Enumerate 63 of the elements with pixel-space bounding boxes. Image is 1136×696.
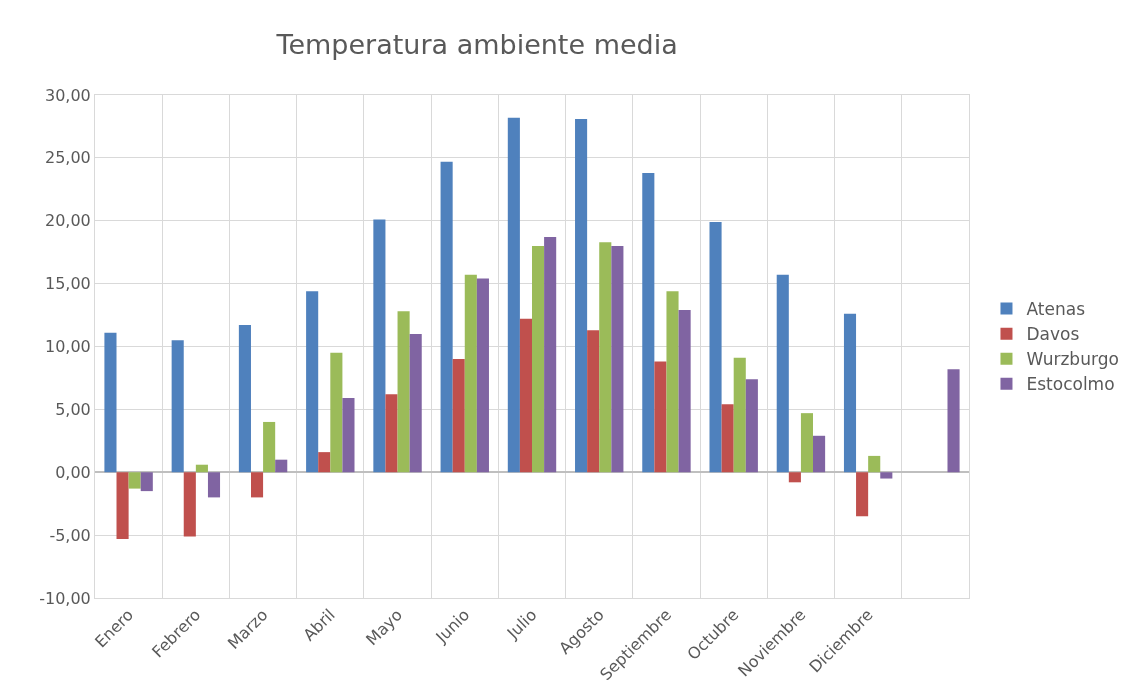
- bar: [452, 359, 465, 473]
- y-tick-label: -10,00: [39, 588, 91, 608]
- bar: [587, 330, 600, 473]
- y-tick-label: 25,00: [44, 148, 91, 168]
- bar: [330, 352, 343, 473]
- bar: [238, 325, 251, 473]
- legend-label: Atenas: [1026, 299, 1086, 320]
- y-tick-label: 15,00: [44, 274, 91, 294]
- legend-label: Davos: [1026, 324, 1080, 345]
- y-tick-label: 20,00: [44, 211, 91, 231]
- bar: [409, 333, 422, 473]
- bar: [104, 332, 117, 473]
- y-tick-label: 5,00: [55, 399, 91, 419]
- bar: [642, 172, 655, 473]
- bar: [843, 313, 857, 473]
- bar: [476, 278, 489, 473]
- bar: [856, 472, 869, 517]
- bar: [532, 245, 545, 473]
- bar: [813, 435, 826, 473]
- bar: [250, 472, 264, 498]
- bar: [868, 455, 881, 473]
- bar: [397, 311, 410, 473]
- bar: [318, 452, 331, 473]
- bar: [171, 340, 184, 473]
- y-tick-label: 10,00: [44, 337, 91, 357]
- y-tick-label: -5,00: [49, 525, 91, 545]
- bar: [721, 404, 734, 473]
- bar: [183, 472, 196, 537]
- bar: [788, 472, 801, 483]
- bar: [544, 237, 557, 473]
- bar: [745, 379, 758, 473]
- bar: [385, 394, 398, 473]
- y-tick-label: 0,00: [55, 462, 91, 482]
- bar: [776, 274, 789, 473]
- bar: [947, 369, 960, 473]
- bar: [599, 242, 612, 473]
- bar: [263, 421, 276, 473]
- bar: [611, 245, 624, 473]
- bar: [800, 413, 814, 473]
- legend-label: Wurzburgo: [1026, 349, 1119, 370]
- bar: [275, 459, 288, 473]
- bar: [373, 219, 386, 473]
- bar: [733, 357, 746, 473]
- bar: [880, 472, 893, 479]
- bar: [666, 291, 679, 473]
- bar: [128, 472, 141, 489]
- bar: [207, 472, 221, 498]
- bar: [195, 464, 208, 473]
- bar: [464, 274, 477, 473]
- bar: [709, 222, 722, 473]
- bar: [507, 117, 520, 473]
- bar: [342, 398, 355, 473]
- bar: [140, 472, 153, 492]
- y-tick-label: 30,00: [44, 85, 91, 105]
- bar: [575, 118, 588, 473]
- chart-title: Temperatura ambiente media: [275, 28, 678, 60]
- bar: [678, 310, 691, 473]
- bar: [116, 472, 129, 539]
- bar: [306, 291, 319, 473]
- bar: [440, 161, 453, 473]
- bar: [519, 318, 532, 473]
- bar: [654, 361, 667, 473]
- legend-label: Estocolmo: [1026, 374, 1115, 395]
